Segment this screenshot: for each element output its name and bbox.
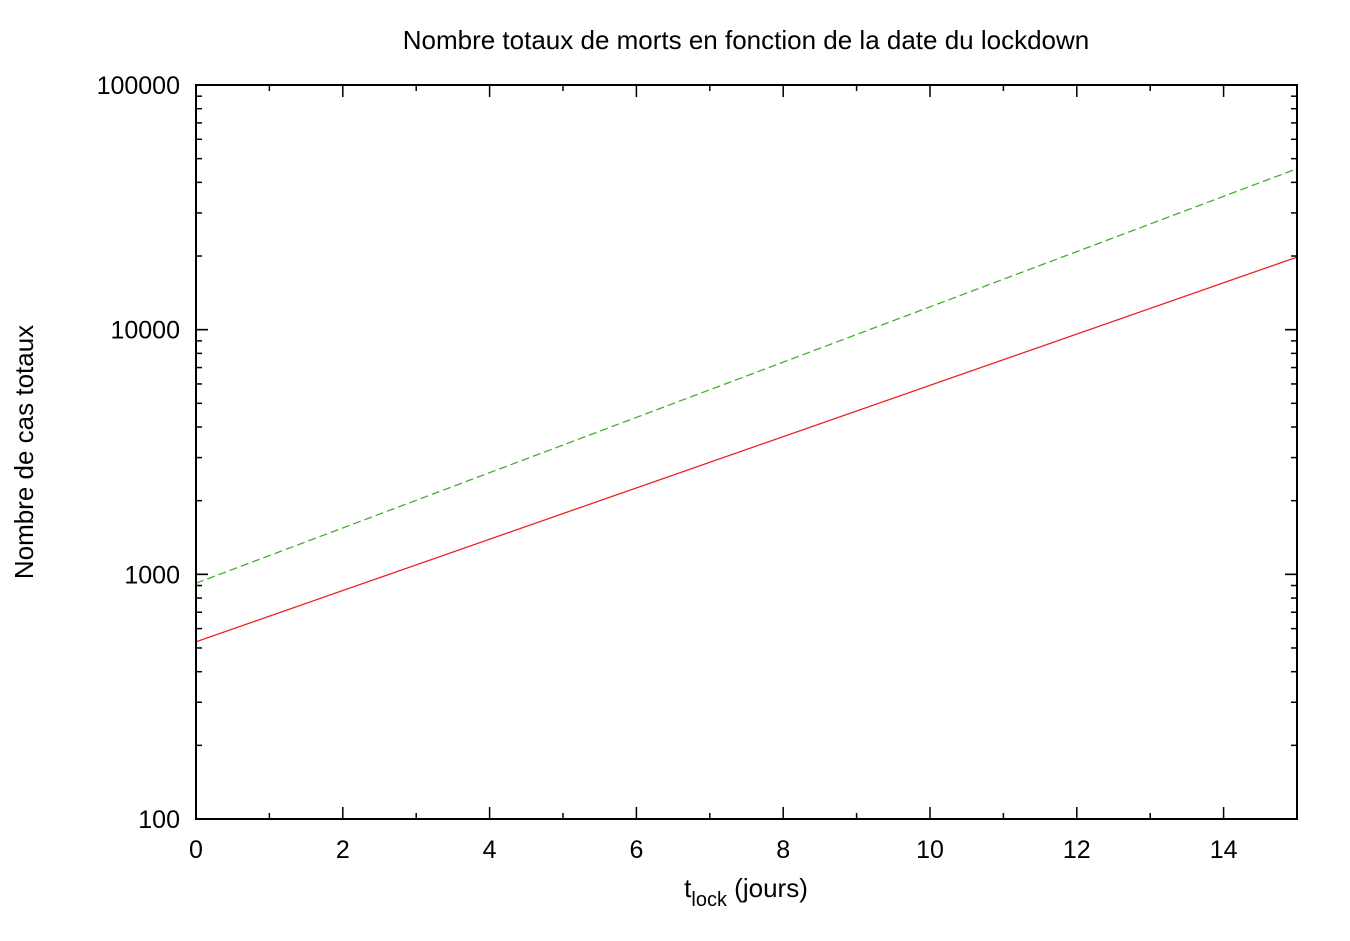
- series-line-1: [195, 256, 1298, 643]
- x-tick-label: 6: [629, 836, 643, 864]
- y-tick-label: 100: [138, 806, 180, 834]
- x-tick-label: 4: [483, 836, 497, 864]
- x-tick-label: 2: [336, 836, 350, 864]
- series-line-2: [195, 168, 1298, 584]
- x-tick-label: 8: [776, 836, 790, 864]
- x-tick-label: 12: [1063, 836, 1091, 864]
- plot-frame: [195, 84, 1298, 820]
- tick-labels-layer: 0 2 4 6 8 10 12 14 100 1000 10000 100000: [97, 72, 1238, 864]
- y-tick-label: 10000: [110, 317, 180, 345]
- x-tick-label: 0: [189, 836, 203, 864]
- y-tick-label: 1000: [124, 561, 180, 589]
- series-layer: [195, 168, 1298, 643]
- x-axis-label-base: t: [684, 873, 692, 903]
- chart-title: Nombre totaux de morts en fonction de la…: [403, 25, 1090, 55]
- ticks-layer: [196, 85, 1297, 819]
- x-tick-label: 14: [1210, 836, 1238, 864]
- y-tick-label: 100000: [97, 72, 180, 100]
- y-axis-label: Nombre de cas totaux: [9, 325, 39, 579]
- x-axis-label-suffix: (jours): [727, 873, 808, 903]
- x-tick-label: 10: [916, 836, 944, 864]
- x-axis-label-subscript: lock: [691, 889, 728, 911]
- x-axis-label: tlock (jours): [684, 873, 808, 911]
